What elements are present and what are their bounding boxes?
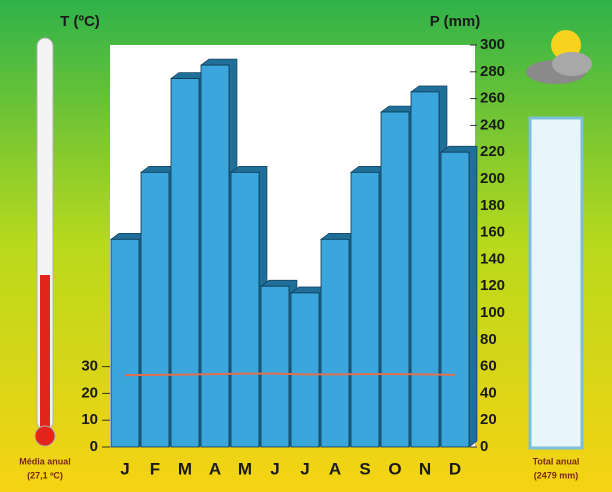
y2-tick-label: 260 (480, 90, 505, 107)
y2-tick-label: 80 (480, 331, 497, 348)
y2-tick-label: 300 (480, 36, 505, 53)
y2-tick-label: 160 (480, 224, 505, 241)
y2-tick-label: 140 (480, 250, 505, 267)
y2-tick-label: 120 (480, 277, 505, 294)
x-tick-label: M (178, 459, 192, 478)
bar (230, 171, 260, 448)
y2-tick-label: 180 (480, 197, 505, 214)
x-tick-label: J (300, 459, 309, 478)
x-tick-label: S (359, 459, 370, 478)
bar (140, 171, 170, 448)
y2-tick-label: 200 (480, 170, 505, 187)
y-tick-label: 20 (81, 384, 98, 401)
y-tick-label: 0 (90, 438, 98, 455)
annotation: Média anual (19, 456, 71, 466)
bar (200, 64, 230, 448)
annotation: Total anual (533, 456, 580, 466)
bar (410, 91, 440, 448)
bar (380, 111, 410, 448)
annotation: (2479 mm) (534, 470, 579, 480)
x-tick-label: O (388, 459, 401, 478)
y2-tick-label: 60 (480, 358, 497, 375)
y2-tick-label: 280 (480, 63, 505, 80)
annotation: (27,1 ºC) (27, 470, 63, 480)
y-axis-label: T (ºC) (60, 13, 100, 30)
bar (110, 238, 140, 448)
bar (350, 171, 380, 448)
y-tick-label: 10 (81, 411, 98, 428)
temperature-line (124, 372, 456, 377)
rain-gauge (528, 116, 584, 450)
bar (260, 285, 290, 448)
weather-icon (526, 30, 592, 84)
x-tick-label: D (449, 459, 461, 478)
y-tick-label: 30 (81, 358, 98, 375)
bar (170, 78, 200, 448)
x-tick-label: A (209, 459, 221, 478)
y2-axis-label: P (mm) (430, 13, 481, 30)
bar (320, 238, 350, 448)
x-tick-label: M (238, 459, 252, 478)
y2-tick-label: 0 (480, 438, 488, 455)
y2-tick-label: 100 (480, 304, 505, 321)
x-tick-label: J (120, 459, 129, 478)
y2-tick-label: 220 (480, 143, 505, 160)
bar (440, 151, 470, 448)
x-tick-label: A (329, 459, 341, 478)
x-tick-label: N (419, 459, 431, 478)
thermometer (34, 37, 56, 447)
x-tick-label: J (270, 459, 279, 478)
y2-tick-label: 40 (480, 384, 497, 401)
y2-tick-label: 20 (480, 411, 497, 428)
x-tick-label: F (150, 459, 160, 478)
bar (290, 292, 320, 448)
y2-tick-label: 240 (480, 116, 505, 133)
